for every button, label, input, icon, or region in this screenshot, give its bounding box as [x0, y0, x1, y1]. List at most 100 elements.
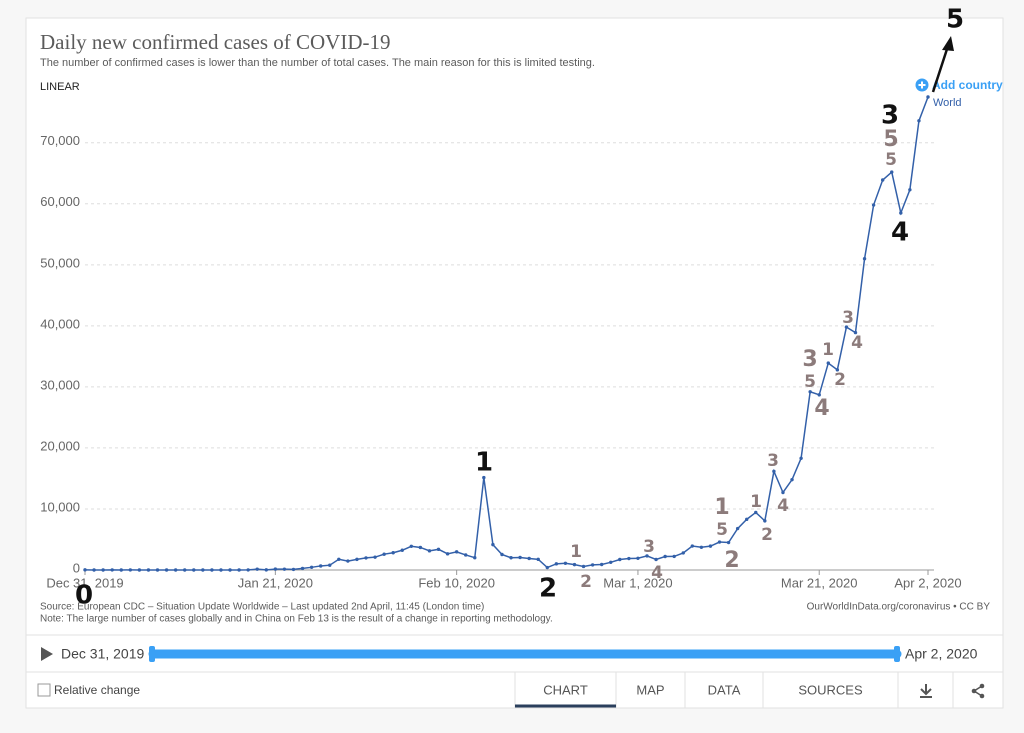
- data-point: [101, 568, 105, 572]
- y-tick-label: 60,000: [40, 194, 80, 209]
- data-point: [128, 568, 133, 572]
- scale-toggle[interactable]: LINEAR: [40, 81, 80, 93]
- data-point: [273, 567, 278, 571]
- data-point: [436, 547, 441, 552]
- chart-title: Daily new confirmed cases of COVID-19: [40, 30, 390, 54]
- annotation-arrowhead: [942, 36, 954, 51]
- data-point: [899, 211, 903, 215]
- data-point: [500, 552, 504, 557]
- data-point: [808, 390, 812, 394]
- data-point: [192, 568, 196, 572]
- data-point: [337, 557, 341, 562]
- data-point: [210, 568, 214, 572]
- data-point: [454, 550, 459, 554]
- data-point: [754, 510, 758, 515]
- data-point: [482, 475, 486, 480]
- annotation: 1: [570, 542, 582, 562]
- data-point: [328, 563, 332, 567]
- data-point: [92, 568, 96, 572]
- annotation: 5: [885, 150, 897, 170]
- data-point: [183, 568, 187, 572]
- chart-subtitle: The number of confirmed cases is lower t…: [40, 57, 595, 69]
- series-line: [84, 96, 929, 571]
- data-point: [672, 554, 676, 559]
- data-point: [509, 556, 513, 560]
- data-point: [137, 568, 142, 572]
- data-point: [563, 561, 568, 565]
- timeline-end: Apr 2, 2020: [905, 646, 978, 662]
- data-point: [735, 526, 740, 531]
- data-point: [291, 567, 296, 572]
- y-tick-label: 40,000: [40, 316, 80, 331]
- note: Note: The large number of cases globally…: [40, 614, 553, 625]
- annotation: 4: [891, 218, 909, 248]
- annotation: 3: [767, 451, 779, 471]
- data-point: [862, 257, 867, 261]
- add-country[interactable]: Add country: [932, 78, 1003, 92]
- tab[interactable]: DATA: [708, 682, 741, 697]
- annotation: 1: [714, 495, 729, 520]
- relative-change[interactable]: Relative change: [54, 683, 140, 697]
- data-point: [844, 325, 849, 329]
- data-point: [917, 119, 921, 123]
- data-point: [627, 556, 631, 561]
- y-tick-label: 20,000: [40, 438, 80, 453]
- tab[interactable]: CHART: [543, 682, 588, 697]
- data-point: [119, 568, 123, 572]
- data-point: [83, 568, 87, 572]
- data-point: [346, 559, 350, 563]
- data-point: [599, 562, 604, 567]
- x-tick-label: Jan 21, 2020: [238, 575, 313, 590]
- annotation: 3: [802, 347, 817, 372]
- data-point: [572, 562, 577, 567]
- data-point: [427, 549, 432, 553]
- annotation: 4: [777, 496, 789, 516]
- data-point: [373, 555, 377, 559]
- annotation: 3: [881, 101, 899, 131]
- data-point: [473, 556, 477, 560]
- annotation: 5: [804, 372, 816, 392]
- data-point: [708, 544, 713, 548]
- annotation: 4: [651, 563, 663, 583]
- tab[interactable]: SOURCES: [798, 682, 863, 697]
- data-point: [264, 568, 268, 572]
- play-button[interactable]: [41, 647, 53, 661]
- data-point: [246, 568, 250, 572]
- data-point: [219, 568, 223, 572]
- annotation: 2: [580, 572, 592, 592]
- data-point: [908, 188, 912, 192]
- data-point: [300, 566, 305, 571]
- tab[interactable]: MAP: [636, 682, 664, 697]
- data-point: [464, 553, 468, 557]
- data-point: [826, 361, 830, 365]
- card: [25, 17, 1004, 709]
- annotation: 1: [750, 492, 762, 512]
- data-point: [237, 568, 241, 572]
- data-point: [545, 565, 549, 570]
- data-point: [554, 562, 559, 566]
- timeline-handle[interactable]: [894, 646, 900, 662]
- data-point: [527, 556, 531, 561]
- y-tick-label: 30,000: [40, 377, 80, 392]
- y-tick-label: 10,000: [40, 499, 80, 514]
- annotation: 2: [539, 574, 557, 604]
- data-point: [835, 368, 840, 372]
- annotation-arrow: [931, 45, 950, 93]
- data-point: [890, 170, 894, 174]
- data-point: [409, 544, 414, 548]
- checkbox[interactable]: [37, 683, 51, 697]
- data-point: [772, 469, 776, 474]
- annotation: 1: [822, 340, 834, 360]
- annotation: 4: [814, 396, 829, 421]
- annotation: 1: [475, 448, 493, 478]
- data-point: [681, 551, 685, 555]
- share-icon-dot: [971, 688, 977, 694]
- data-point: [663, 554, 667, 559]
- data-point: [618, 557, 622, 562]
- timeline-handle[interactable]: [149, 646, 155, 662]
- data-point: [518, 555, 522, 560]
- data-point: [609, 560, 613, 565]
- data-point: [871, 203, 876, 207]
- add-icon-plus: [918, 81, 926, 89]
- download-icon[interactable]: [920, 684, 932, 698]
